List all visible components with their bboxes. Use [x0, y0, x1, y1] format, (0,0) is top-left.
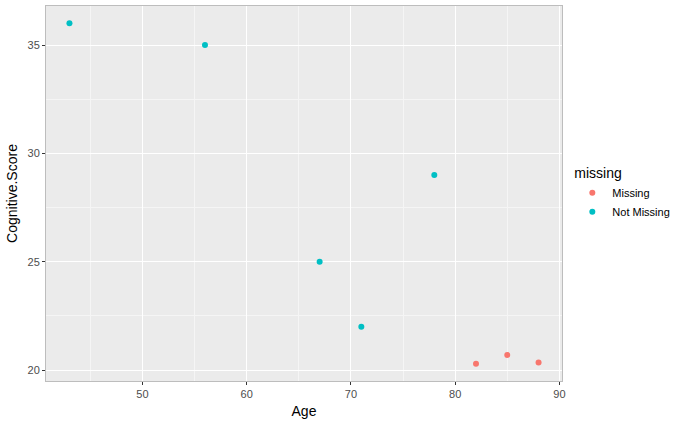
svg-text:70: 70: [345, 388, 357, 400]
svg-text:60: 60: [241, 388, 253, 400]
svg-text:30: 30: [28, 147, 40, 159]
svg-text:missing: missing: [574, 165, 621, 181]
svg-text:Not Missing: Not Missing: [612, 206, 669, 218]
svg-text:Cognitive.Score: Cognitive.Score: [4, 144, 20, 243]
svg-text:80: 80: [449, 388, 461, 400]
svg-text:90: 90: [553, 388, 565, 400]
svg-text:Missing: Missing: [612, 187, 649, 199]
svg-text:Age: Age: [292, 403, 317, 419]
svg-text:25: 25: [28, 256, 40, 268]
svg-text:20: 20: [28, 364, 40, 376]
svg-text:35: 35: [28, 39, 40, 51]
svg-text:50: 50: [136, 388, 148, 400]
